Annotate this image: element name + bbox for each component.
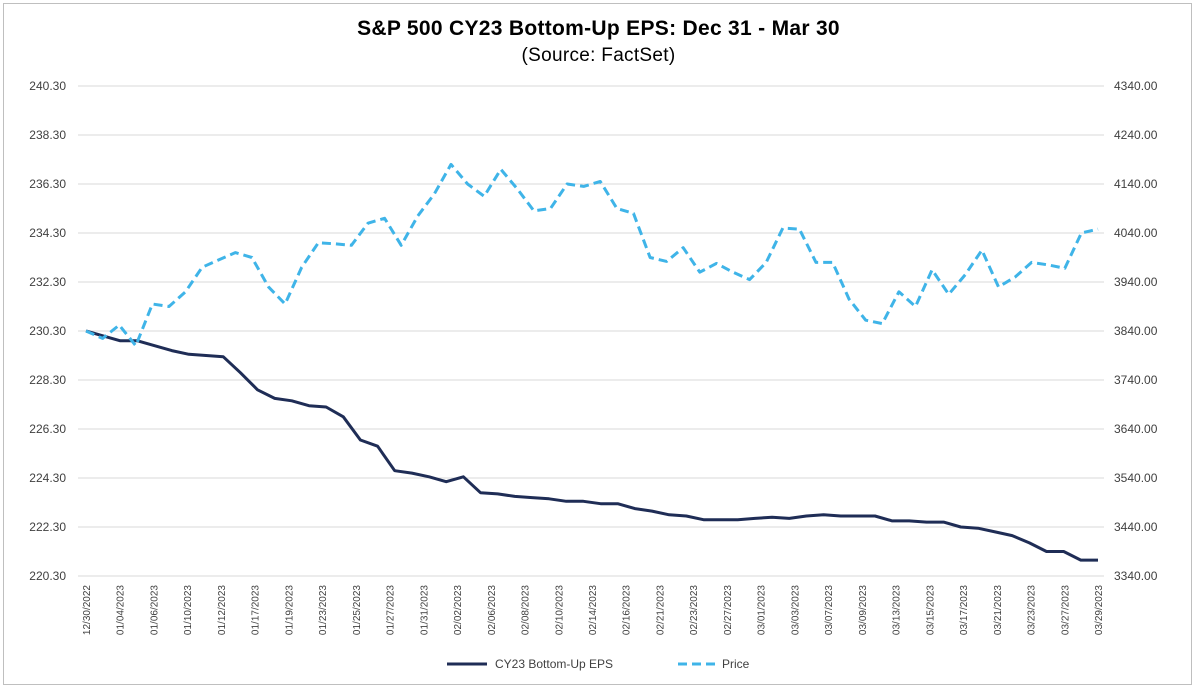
legend-label: CY23 Bottom-Up EPS: [495, 657, 613, 671]
chart-title: S&P 500 CY23 Bottom-Up EPS: Dec 31 - Mar…: [357, 17, 840, 40]
right-y-tick-label: 4340.00: [1114, 79, 1158, 93]
x-tick-label: 03/01/2023: [757, 585, 768, 635]
left-y-tick-label: 224.30: [29, 471, 66, 485]
left-y-tick-label: 220.30: [29, 569, 66, 583]
left-y-tick-label: 228.30: [29, 373, 66, 387]
x-tick-label: 03/15/2023: [925, 585, 936, 635]
right-y-tick-label: 3840.00: [1114, 324, 1158, 338]
x-tick-label: 03/09/2023: [858, 585, 869, 635]
right-y-tick-label: 3540.00: [1114, 471, 1158, 485]
x-tick-label: 02/27/2023: [723, 585, 734, 635]
x-tick-label: 12/30/2022: [82, 585, 93, 635]
right-y-tick-label: 4140.00: [1114, 177, 1158, 191]
x-tick-label: 02/02/2023: [453, 585, 464, 635]
right-y-tick-label: 3440.00: [1114, 520, 1158, 534]
right-y-tick-label: 3340.00: [1114, 569, 1158, 583]
price-series-line: [85, 162, 1099, 348]
x-tick-label: 03/07/2023: [824, 585, 835, 635]
x-tick-label: 01/25/2023: [352, 585, 363, 635]
x-tick-label: 01/19/2023: [284, 585, 295, 635]
left-y-tick-label: 230.30: [29, 324, 66, 338]
right-y-tick-label: 4040.00: [1114, 226, 1158, 240]
x-tick-label: 02/06/2023: [487, 585, 498, 635]
left-y-tick-label: 236.30: [29, 177, 66, 191]
x-tick-label: 02/14/2023: [588, 585, 599, 635]
right-y-tick-label: 4240.00: [1114, 128, 1158, 142]
chart-frame: [3, 3, 1192, 685]
right-y-tick-label: 3740.00: [1114, 373, 1158, 387]
x-tick-label: 03/13/2023: [892, 585, 903, 635]
x-tick-label: 02/16/2023: [622, 585, 633, 635]
x-tick-label: 01/12/2023: [217, 585, 228, 635]
left-y-axis: 240.30 238.30 236.30 234.30 232.30 230.30 228.…: [29, 79, 66, 583]
x-tick-label: 01/23/2023: [318, 585, 329, 635]
x-tick-label: 01/10/2023: [183, 585, 194, 635]
x-tick-label: 02/08/2023: [521, 585, 532, 635]
x-tick-label: 01/31/2023: [419, 585, 430, 635]
left-y-tick-label: 232.30: [29, 275, 66, 289]
left-y-tick-label: 240.30: [29, 79, 66, 93]
series-lines: [85, 162, 1099, 562]
x-axis: 12/30/2022 01/04/2023 01/06/2023 01/10/2023…: [82, 585, 1105, 635]
x-tick-label: 01/17/2023: [251, 585, 262, 635]
x-tick-label: 02/21/2023: [655, 585, 666, 635]
legend: CY23 Bottom-Up EPS Price: [447, 657, 750, 671]
x-tick-label: 02/23/2023: [689, 585, 700, 635]
right-y-axis: 4340.00 4240.00 4140.00 4040.00 3940.00 3840.…: [1114, 79, 1158, 583]
chart-subtitle: (Source: FactSet): [521, 45, 676, 66]
x-tick-label: 03/03/2023: [790, 585, 801, 635]
x-tick-label: 01/27/2023: [386, 585, 397, 635]
eps-series-line: [85, 329, 1098, 562]
x-tick-label: 03/27/2023: [1060, 585, 1071, 635]
legend-label: Price: [722, 657, 750, 671]
right-y-tick-label: 3640.00: [1114, 422, 1158, 436]
x-tick-label: 03/29/2023: [1094, 585, 1105, 635]
left-y-tick-label: 238.30: [29, 128, 66, 142]
right-y-tick-label: 3940.00: [1114, 275, 1158, 289]
x-tick-label: 02/10/2023: [554, 585, 565, 635]
x-tick-label: 03/23/2023: [1027, 585, 1038, 635]
left-y-tick-label: 234.30: [29, 226, 66, 240]
left-y-tick-label: 226.30: [29, 422, 66, 436]
x-tick-label: 01/04/2023: [116, 585, 127, 635]
left-y-tick-label: 222.30: [29, 520, 66, 534]
x-tick-label: 03/17/2023: [959, 585, 970, 635]
x-tick-label: 01/06/2023: [149, 585, 160, 635]
x-tick-label: 03/21/2023: [993, 585, 1004, 635]
